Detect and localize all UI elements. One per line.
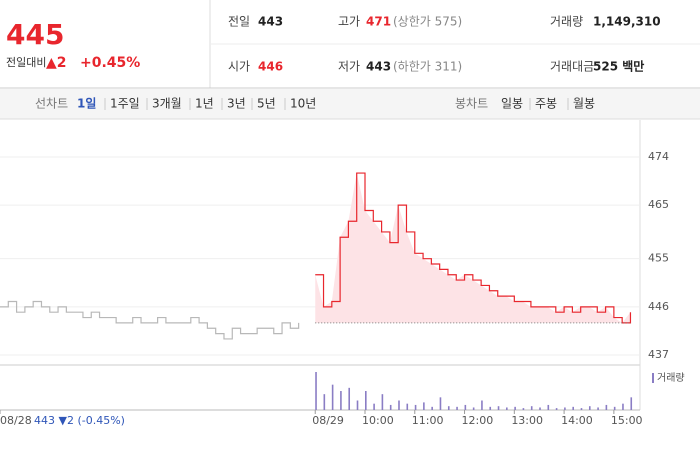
legend-swatch [652,373,654,383]
stat-label: 전일 [228,15,250,29]
stat-value: 446 [258,60,283,74]
volume-bar [365,391,367,410]
tab-label: 선차트 [35,97,68,111]
volume-bar [315,372,317,410]
tab-bar [0,89,700,119]
candle-tab[interactable]: 월봉 [573,97,595,111]
stat-label: 고가 [338,15,360,29]
x-tick-label: 11:00 [412,414,444,427]
volume-bar [414,404,417,410]
volume-bar [547,404,550,410]
volume-bar [497,406,500,410]
stat-note: (하한가 311) [393,60,462,74]
volume-bar [605,404,608,410]
volume-bar [398,400,400,410]
y-tick-label: 437 [648,348,669,361]
volume-bar [381,394,384,410]
volume-bar [331,384,334,410]
volume-bar [588,406,591,410]
volume-bar [456,406,458,410]
stat-value: 471 [366,15,391,29]
x-tick-label: 14:00 [561,414,593,427]
volume-bar [622,403,624,410]
volume-bar [447,406,450,410]
volume-bar [613,406,616,410]
volume-bar [406,403,409,410]
stat-value: 1,149,310 [593,15,661,29]
volume-bar [506,407,508,410]
volume-bar [348,387,351,410]
volume-bar [389,404,392,410]
change-pct: +0.45% [80,55,140,71]
volume-bar [340,391,342,410]
change-label: 전일대비 [6,55,46,69]
volume-bar [323,394,326,410]
stat-value: 443 [366,60,391,74]
volume-bar [597,407,599,410]
price: 445 [6,18,64,51]
volume-bar [555,408,558,410]
stat-label: 거래대금 [550,60,594,74]
volume-bar [514,406,516,410]
area [315,173,631,323]
volume-bar [580,408,583,410]
stat-value: 525 백만 [593,59,644,74]
tab-label: 봉차트 [455,97,488,111]
period-tab[interactable]: 1주일 [110,97,140,111]
stat-label: 저가 [338,60,360,74]
y-tick-label: 474 [648,150,669,163]
volume-bar [356,400,359,410]
volume-bar [423,402,425,410]
period-tab[interactable]: 3개월 [152,97,182,111]
stat-label: 시가 [228,60,250,74]
stat-value: 443 [258,15,283,29]
volume-bar [522,408,525,410]
volume-bar [373,403,375,410]
volume-bar [572,406,574,410]
candle-tab[interactable]: 주봉 [535,97,557,111]
x-tick-label: 13:00 [511,414,543,427]
period-tab[interactable]: 10년 [290,97,316,111]
volume-bar [464,404,467,410]
volume-bar [481,400,483,410]
volume-bar [489,406,492,410]
period-tab[interactable]: 3년 [227,97,246,111]
legend-label: 거래량 [657,372,685,384]
volume-bar [472,407,475,410]
volume-bar [530,406,533,410]
x-tick-label: 10:00 [362,414,394,427]
volume-bar [630,397,633,410]
period-tab[interactable]: 1년 [195,97,214,111]
y-tick-label: 455 [648,252,669,265]
volume-bar [539,407,541,410]
change: ▲2 [46,55,67,71]
period-tab[interactable]: 1일 [77,97,96,111]
x-tick-label: 08/28 [0,414,32,427]
stat-note: (상한가 575) [393,15,462,29]
volume-bar [431,406,433,410]
y-tick-label: 446 [648,300,669,313]
candle-tab[interactable]: 일봉 [501,97,523,111]
y-tick-label: 465 [648,198,669,211]
prev-summary: 443 ▼2 (-0.45%) [34,414,125,427]
price-line [315,172,632,324]
volume-bar [439,397,442,410]
x-tick-label: 12:00 [462,414,494,427]
x-tick-label: 08/29 [312,414,344,427]
price-line [0,300,300,340]
period-tab[interactable]: 5년 [257,97,276,111]
stat-label: 거래량 [550,15,583,29]
volume-bar [564,407,566,410]
x-tick-label: 15:00 [611,414,643,427]
